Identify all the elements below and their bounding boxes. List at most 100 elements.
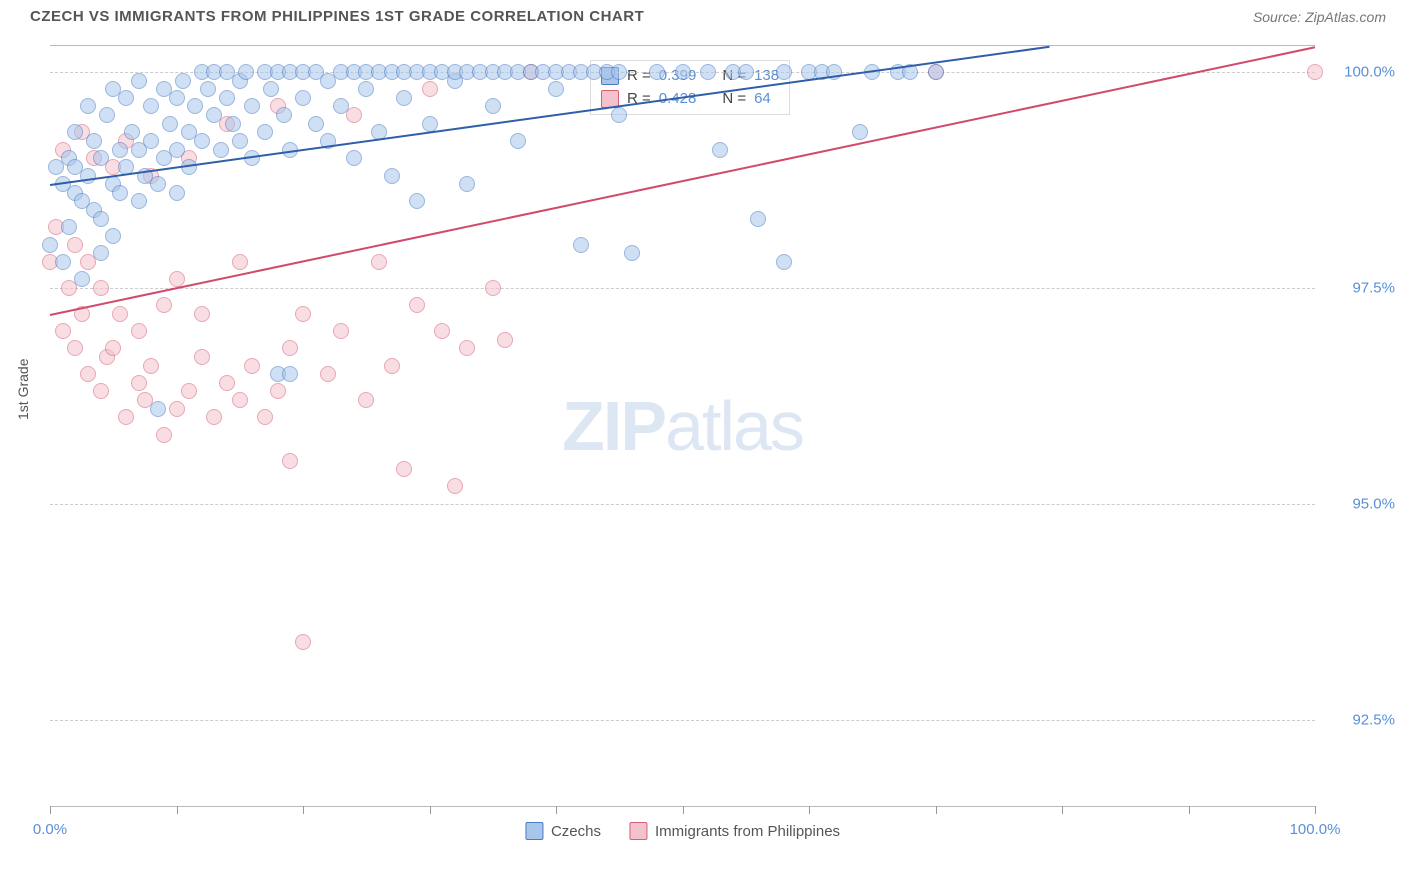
x-tick xyxy=(50,806,51,814)
point-czechs xyxy=(422,116,438,132)
point-czechs xyxy=(346,150,362,166)
point-philippines xyxy=(497,332,513,348)
point-philippines xyxy=(93,280,109,296)
point-czechs xyxy=(42,237,58,253)
watermark: ZIPatlas xyxy=(562,386,803,466)
point-czechs xyxy=(295,90,311,106)
plot-area: ZIPatlas R =0.399N =138R =0.428N = 64 Cz… xyxy=(50,45,1315,807)
x-tick-label: 0.0% xyxy=(33,821,67,838)
point-philippines xyxy=(244,358,260,374)
point-czechs xyxy=(150,176,166,192)
point-philippines xyxy=(295,634,311,650)
point-czechs xyxy=(276,107,292,123)
x-tick xyxy=(303,806,304,814)
y-tick-label: 100.0% xyxy=(1344,63,1395,80)
point-czechs xyxy=(213,142,229,158)
point-philippines xyxy=(67,237,83,253)
point-czechs xyxy=(624,245,640,261)
point-czechs xyxy=(244,98,260,114)
point-philippines xyxy=(257,409,273,425)
legend-label-philippines: Immigrants from Philippines xyxy=(655,823,840,840)
point-czechs xyxy=(118,90,134,106)
point-czechs xyxy=(358,81,374,97)
watermark-light: atlas xyxy=(665,387,803,465)
y-axis-title: 1st Grade xyxy=(15,359,31,420)
x-tick xyxy=(683,806,684,814)
point-czechs xyxy=(776,254,792,270)
x-tick xyxy=(1315,806,1316,814)
watermark-bold: ZIP xyxy=(562,387,665,465)
point-philippines xyxy=(333,323,349,339)
point-philippines xyxy=(232,392,248,408)
point-philippines xyxy=(93,383,109,399)
point-philippines xyxy=(206,409,222,425)
y-tick-label: 95.0% xyxy=(1352,495,1395,512)
point-czechs xyxy=(384,168,400,184)
point-czechs xyxy=(162,116,178,132)
point-czechs xyxy=(225,116,241,132)
point-czechs xyxy=(257,124,273,140)
swatch-philippines xyxy=(629,822,647,840)
point-philippines xyxy=(270,383,286,399)
point-philippines xyxy=(80,366,96,382)
point-philippines xyxy=(320,366,336,382)
x-tick xyxy=(556,806,557,814)
swatch-czechs xyxy=(525,822,543,840)
point-czechs xyxy=(112,185,128,201)
x-tick xyxy=(809,806,810,814)
point-philippines xyxy=(131,375,147,391)
legend-item-philippines: Immigrants from Philippines xyxy=(629,822,840,840)
point-czechs xyxy=(611,107,627,123)
y-tick-label: 97.5% xyxy=(1352,279,1395,296)
point-czechs xyxy=(750,211,766,227)
point-czechs xyxy=(282,366,298,382)
stats-legend-row: R =0.428N = 64 xyxy=(601,88,779,111)
chart-header: CZECH VS IMMIGRANTS FROM PHILIPPINES 1ST… xyxy=(0,0,1406,33)
point-czechs xyxy=(206,107,222,123)
point-philippines xyxy=(396,461,412,477)
point-czechs xyxy=(510,133,526,149)
point-philippines xyxy=(118,409,134,425)
point-czechs xyxy=(143,133,159,149)
point-czechs xyxy=(238,64,254,80)
r-label: R = xyxy=(627,65,651,88)
source-attribution: Source: ZipAtlas.com xyxy=(1253,9,1386,25)
point-czechs xyxy=(396,90,412,106)
point-czechs xyxy=(124,124,140,140)
point-czechs xyxy=(263,81,279,97)
point-philippines xyxy=(169,271,185,287)
x-tick xyxy=(1189,806,1190,814)
gridline xyxy=(50,504,1315,505)
point-czechs xyxy=(99,107,115,123)
point-philippines xyxy=(112,306,128,322)
point-philippines xyxy=(156,427,172,443)
point-czechs xyxy=(712,142,728,158)
point-czechs xyxy=(459,176,475,192)
point-czechs xyxy=(219,90,235,106)
point-philippines xyxy=(409,297,425,313)
point-czechs xyxy=(649,64,665,80)
n-value: 64 xyxy=(754,88,771,111)
chart-title: CZECH VS IMMIGRANTS FROM PHILIPPINES 1ST… xyxy=(30,8,644,25)
legend-label-czechs: Czechs xyxy=(551,823,601,840)
point-philippines xyxy=(219,375,235,391)
point-czechs xyxy=(548,81,564,97)
point-czechs xyxy=(738,64,754,80)
point-philippines xyxy=(55,323,71,339)
point-philippines xyxy=(194,349,210,365)
point-philippines xyxy=(422,81,438,97)
point-czechs xyxy=(80,98,96,114)
point-czechs xyxy=(67,124,83,140)
point-czechs xyxy=(169,142,185,158)
point-czechs xyxy=(175,73,191,89)
point-czechs xyxy=(232,133,248,149)
point-philippines xyxy=(181,383,197,399)
point-philippines xyxy=(447,478,463,494)
point-philippines xyxy=(295,306,311,322)
legend-item-czechs: Czechs xyxy=(525,822,601,840)
point-czechs xyxy=(187,98,203,114)
point-czechs xyxy=(74,271,90,287)
point-philippines xyxy=(434,323,450,339)
point-czechs xyxy=(194,133,210,149)
point-czechs xyxy=(112,142,128,158)
